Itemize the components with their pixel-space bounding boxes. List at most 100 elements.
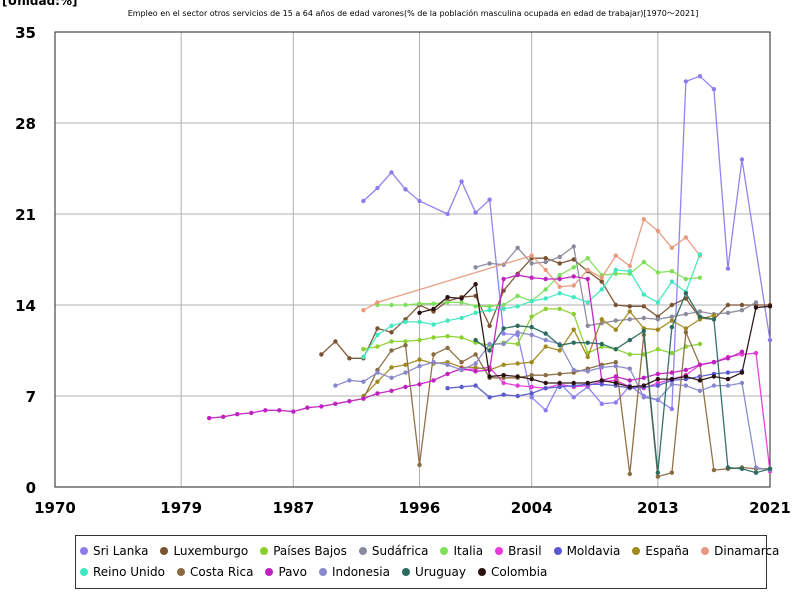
data-point bbox=[655, 383, 661, 388]
data-point bbox=[599, 378, 604, 383]
data-point bbox=[627, 471, 633, 477]
legend-label: Sri Lanka bbox=[93, 543, 149, 558]
data-point bbox=[739, 302, 745, 308]
series bbox=[333, 330, 773, 473]
x-tick-label: 2013 bbox=[637, 499, 679, 517]
legend-marker bbox=[401, 567, 410, 576]
legend-label: Costa Rica bbox=[189, 564, 254, 579]
data-point bbox=[473, 282, 478, 287]
data-point bbox=[697, 341, 703, 347]
data-point bbox=[585, 276, 590, 282]
data-point bbox=[417, 363, 422, 369]
data-point bbox=[459, 315, 464, 321]
data-point bbox=[641, 292, 647, 297]
data-point bbox=[515, 272, 520, 278]
data-point bbox=[473, 369, 478, 374]
data-point bbox=[361, 308, 366, 313]
x-tick-label: 1996 bbox=[399, 499, 441, 517]
legend: Sri Lanka Luxemburgo Países Bajos Sudáfrica… bbox=[75, 535, 779, 589]
data-point bbox=[697, 388, 703, 393]
legend-item: Sudáfrica bbox=[358, 543, 429, 558]
data-point bbox=[725, 376, 731, 382]
data-point bbox=[725, 266, 731, 271]
legend-item: Italia bbox=[440, 544, 483, 558]
series bbox=[361, 252, 703, 360]
data-point bbox=[557, 276, 562, 282]
data-point bbox=[515, 293, 520, 299]
data-point bbox=[333, 339, 338, 344]
data-point bbox=[627, 352, 633, 357]
data-point bbox=[641, 395, 647, 400]
data-point bbox=[361, 347, 366, 352]
data-point bbox=[459, 335, 464, 340]
data-point bbox=[697, 275, 703, 280]
data-point bbox=[417, 357, 422, 362]
data-point bbox=[571, 265, 576, 270]
data-point bbox=[697, 314, 703, 319]
data-point bbox=[515, 341, 520, 347]
legend-label: Colombia bbox=[490, 564, 548, 579]
legend-label: Sudáfrica bbox=[371, 543, 429, 558]
data-point bbox=[417, 319, 422, 325]
data-point bbox=[319, 404, 324, 409]
data-point bbox=[739, 308, 745, 313]
data-point bbox=[515, 374, 520, 379]
data-point bbox=[473, 210, 478, 215]
data-point bbox=[375, 326, 380, 331]
data-point bbox=[543, 337, 548, 343]
data-point bbox=[375, 300, 380, 305]
legend-marker bbox=[701, 546, 710, 555]
legend-label: Luxemburgo bbox=[173, 543, 249, 558]
data-point bbox=[585, 267, 590, 273]
data-point bbox=[333, 401, 338, 406]
x-tick-label: 2021 bbox=[749, 499, 791, 517]
data-point bbox=[347, 356, 352, 361]
data-point bbox=[655, 300, 661, 305]
data-point bbox=[557, 371, 562, 377]
data-point bbox=[585, 300, 590, 305]
data-point bbox=[431, 360, 436, 365]
data-point bbox=[375, 370, 380, 375]
data-point bbox=[753, 465, 759, 470]
data-point bbox=[445, 362, 450, 367]
data-point bbox=[669, 370, 675, 375]
data-point bbox=[487, 261, 492, 266]
data-point bbox=[529, 332, 534, 338]
series-line bbox=[461, 352, 771, 472]
data-point bbox=[725, 302, 731, 308]
data-point bbox=[725, 356, 731, 361]
legend-label: España bbox=[645, 543, 690, 558]
data-point bbox=[515, 304, 520, 309]
data-point bbox=[529, 395, 534, 400]
data-point bbox=[599, 382, 604, 387]
data-point bbox=[557, 348, 562, 353]
data-point bbox=[697, 252, 703, 257]
data-point bbox=[655, 327, 661, 332]
data-point bbox=[529, 391, 534, 396]
data-point bbox=[753, 350, 759, 356]
data-point bbox=[543, 259, 548, 265]
data-point bbox=[263, 408, 268, 413]
data-point bbox=[445, 334, 450, 339]
legend-item: Países Bajos bbox=[260, 544, 347, 558]
data-point bbox=[683, 235, 689, 240]
legend-label: Indonesia bbox=[331, 564, 390, 579]
data-point bbox=[739, 157, 745, 162]
series-line bbox=[475, 291, 771, 474]
data-point bbox=[445, 300, 450, 305]
data-point bbox=[585, 323, 590, 328]
data-point bbox=[655, 371, 661, 377]
data-point bbox=[683, 79, 689, 84]
data-point bbox=[599, 317, 604, 322]
data-point bbox=[361, 396, 366, 401]
data-point bbox=[683, 326, 689, 331]
series bbox=[361, 309, 717, 399]
data-point bbox=[585, 369, 590, 374]
data-point bbox=[459, 179, 464, 184]
data-point bbox=[641, 383, 647, 388]
data-point bbox=[613, 267, 618, 273]
series bbox=[417, 282, 773, 390]
data-point bbox=[697, 378, 703, 383]
data-point bbox=[739, 370, 745, 375]
